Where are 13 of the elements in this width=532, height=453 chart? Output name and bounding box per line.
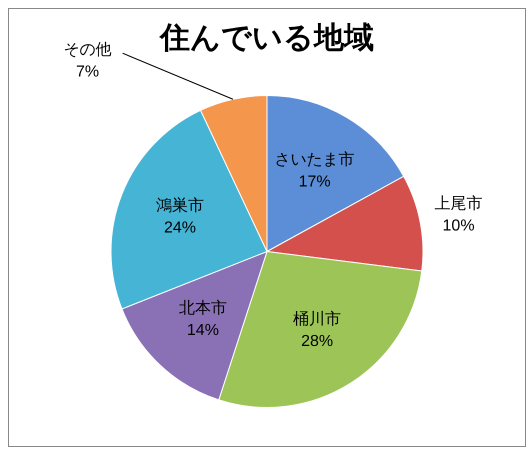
data-label: 17%	[298, 173, 331, 190]
chart-title: 住んでいる地域	[158, 21, 374, 54]
data-label: 7%	[76, 64, 100, 81]
slice-label: その他	[64, 42, 112, 59]
slice-label: 桶川市	[293, 310, 342, 328]
slice-label: さいたま市	[274, 150, 355, 168]
slice-label: 上尾市	[434, 194, 483, 212]
data-label: 24%	[164, 219, 196, 236]
data-label: 14%	[186, 322, 219, 340]
slice-label: 北本市	[178, 299, 227, 318]
slice-label: 鴻巣市	[156, 196, 204, 214]
data-label: 28%	[301, 332, 334, 350]
data-label: 10%	[442, 217, 475, 234]
